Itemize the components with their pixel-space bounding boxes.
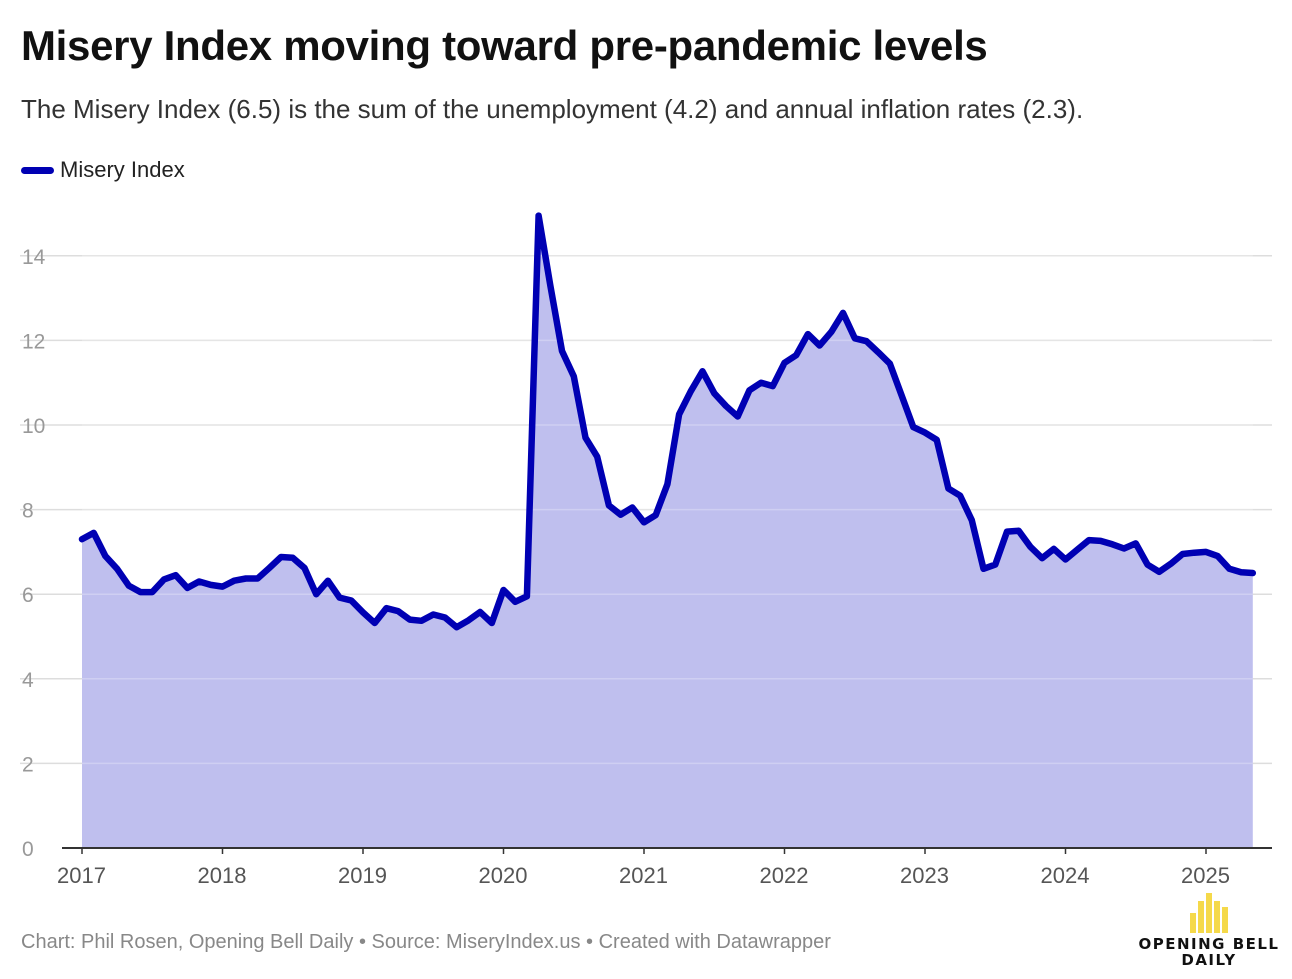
logo-bar bbox=[1190, 913, 1196, 933]
x-tick-label: 2020 bbox=[479, 863, 528, 888]
logo-bar bbox=[1222, 907, 1228, 933]
legend-line-swatch bbox=[21, 166, 54, 174]
logo-bars-icon bbox=[1190, 893, 1228, 933]
y-tick-label: 0 bbox=[22, 838, 34, 861]
logo-text-line2: DAILY bbox=[1181, 951, 1237, 969]
y-tick-label: 6 bbox=[22, 584, 34, 607]
y-tick-labels: 0 2 4 6 8 10 12 14 bbox=[22, 246, 46, 861]
series-line-layer bbox=[78, 212, 1257, 631]
chart-footer-credit: Chart: Phil Rosen, Opening Bell Daily • … bbox=[21, 931, 831, 953]
logo-bar bbox=[1198, 901, 1204, 933]
series-line-misery-index bbox=[78, 212, 1257, 631]
legend: Misery Index bbox=[21, 157, 185, 183]
y-tick-label: 14 bbox=[22, 246, 46, 269]
y-tick-label: 10 bbox=[22, 415, 45, 438]
logo-bar bbox=[1214, 901, 1220, 933]
x-tick-label: 2023 bbox=[900, 863, 949, 888]
area-fill-layer bbox=[82, 215, 1253, 849]
x-tick-label: 2021 bbox=[619, 863, 668, 888]
x-tick-label: 2025 bbox=[1181, 863, 1230, 888]
x-tick-labels: 2017 2018 2019 2020 2021 2022 2023 2024 2025 bbox=[57, 863, 1230, 888]
chart-subtitle: The Misery Index (6.5) is the sum of the… bbox=[21, 94, 1084, 124]
logo-text-line1: OPENING BELL bbox=[1138, 935, 1280, 953]
opening-bell-daily-logo: OPENING BELL DAILY bbox=[1138, 893, 1280, 969]
x-tick-label: 2024 bbox=[1041, 863, 1090, 888]
logo-bar bbox=[1206, 893, 1212, 933]
x-tick-label: 2022 bbox=[760, 863, 809, 888]
x-tick-label: 2018 bbox=[198, 863, 247, 888]
y-tick-label: 12 bbox=[22, 330, 45, 353]
x-tick-label: 2017 bbox=[57, 863, 106, 888]
y-tick-label: 4 bbox=[22, 669, 34, 692]
y-tick-label: 8 bbox=[22, 500, 34, 523]
x-axis bbox=[62, 847, 1272, 854]
chart-title: Misery Index moving toward pre-pandemic … bbox=[21, 22, 988, 69]
x-tick-label: 2019 bbox=[338, 863, 387, 888]
legend-label-misery-index: Misery Index bbox=[60, 157, 185, 182]
series-area-misery-index bbox=[82, 215, 1253, 849]
y-tick-label: 2 bbox=[22, 753, 34, 776]
